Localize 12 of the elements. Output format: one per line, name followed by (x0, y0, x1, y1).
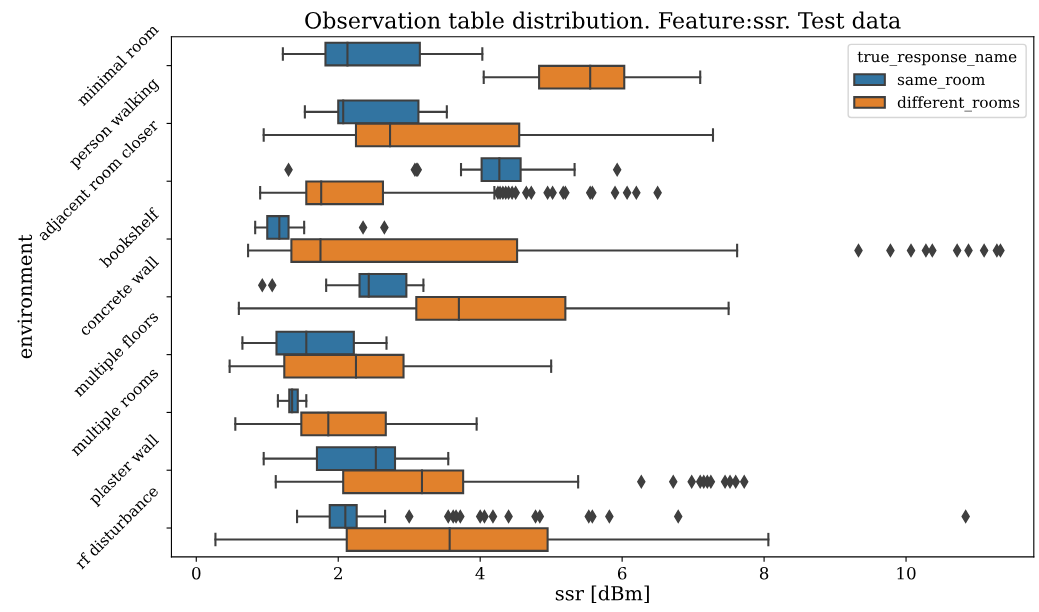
x-tick-label: 0 (192, 566, 201, 580)
legend-title: true_response_name (857, 51, 1017, 66)
legend-label: same_room (897, 76, 985, 89)
y-axis-title: environment (17, 234, 33, 359)
x-tick-label: 2 (334, 566, 342, 580)
x-tick-label: 10 (897, 566, 916, 580)
x-axis-title: ssr [dBm] (555, 585, 649, 603)
legend-label: different_rooms (897, 96, 1020, 112)
chart-title: Observation table distribution. Feature:ssr. Test data (305, 11, 901, 29)
x-tick-label: 8 (759, 566, 769, 580)
x-tick-label: 6 (617, 566, 627, 580)
x-tick-label: 4 (475, 566, 485, 580)
